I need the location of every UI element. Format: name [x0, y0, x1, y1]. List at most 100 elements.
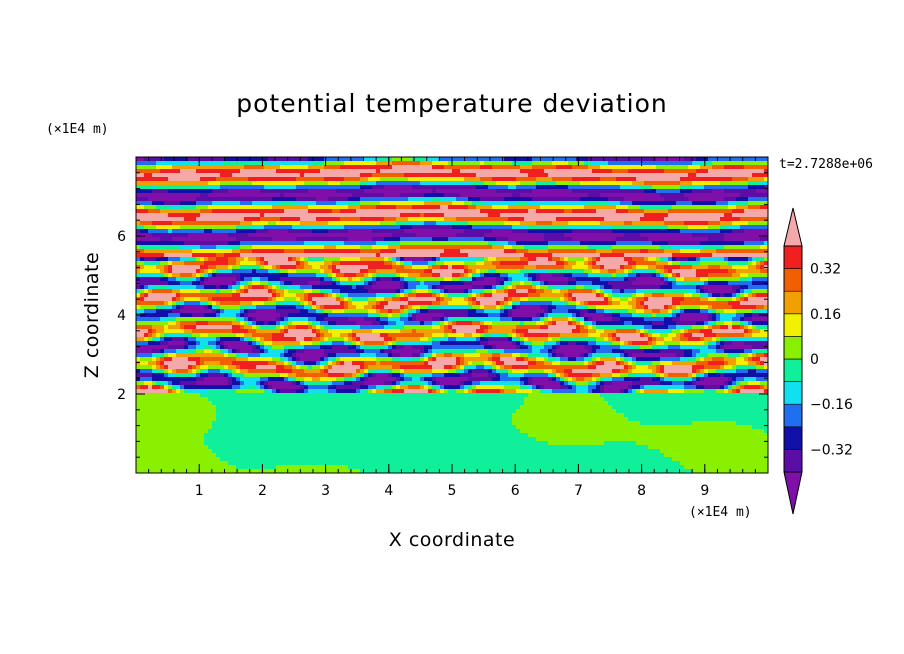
- contour-cell: [632, 181, 645, 186]
- contour-cell: [672, 245, 705, 250]
- contour-cell: [396, 273, 401, 278]
- colorbar-over-triangle: [783, 207, 803, 247]
- contour-cell: [360, 385, 369, 390]
- contour-cell: [336, 297, 341, 302]
- contour-cell: [276, 365, 285, 370]
- contour-cell: [472, 181, 485, 186]
- contour-cell: [156, 357, 161, 362]
- contour-cell: [744, 229, 768, 234]
- y-tick-label: 4: [117, 308, 126, 324]
- contour-cell: [236, 285, 241, 290]
- contour-cell: [632, 305, 637, 310]
- contour-cell: [156, 205, 173, 210]
- contour-cell: [452, 297, 465, 302]
- contour-cell: [376, 357, 393, 362]
- contour-cell: [528, 357, 537, 362]
- contour-cell: [508, 185, 517, 190]
- contour-cell: [612, 225, 669, 230]
- contour-cell: [652, 341, 657, 346]
- contour-cell: [408, 373, 425, 378]
- y-unit-label: (×1E4 m): [46, 122, 109, 137]
- contour-cell: [468, 293, 473, 298]
- contour-cell: [404, 369, 433, 374]
- contour-cell: [560, 333, 589, 338]
- contour-cell: [340, 301, 345, 306]
- contour-cell: [304, 257, 309, 262]
- contour-cell: [748, 289, 753, 294]
- contour-cell: [148, 361, 157, 366]
- contour-cell: [216, 313, 221, 318]
- contour-cell: [304, 261, 309, 266]
- contour-cell: [216, 257, 229, 262]
- contour-cell: [420, 353, 425, 358]
- contour-cell: [488, 357, 493, 362]
- contour-cell: [200, 365, 209, 370]
- contour-cell: [424, 213, 445, 218]
- contour-cell: [548, 441, 605, 446]
- contour-cell: [396, 381, 401, 386]
- contour-cell: [368, 309, 377, 314]
- contour-cell: [504, 309, 509, 314]
- contour-cell: [292, 365, 297, 370]
- contour-cell: [240, 169, 277, 174]
- contour-cell: [660, 309, 669, 314]
- contour-cell: [536, 185, 569, 190]
- contour-cell: [256, 305, 277, 310]
- contour-cell: [496, 301, 501, 306]
- contour-cell: [592, 289, 597, 294]
- contour-cell: [516, 409, 617, 414]
- contour-cell: [672, 301, 681, 306]
- contour-cell: [504, 301, 509, 306]
- contour-cell: [284, 209, 309, 214]
- contour-cell: [496, 365, 501, 370]
- contour-cell: [624, 361, 629, 366]
- contour-cell: [396, 345, 405, 350]
- contour-cell: [752, 321, 768, 326]
- contour-cell: [592, 349, 597, 354]
- contour-cell: [476, 297, 505, 302]
- contour-cell: [252, 249, 285, 254]
- contour-cell: [252, 285, 265, 290]
- contour-cell: [312, 305, 317, 310]
- contour-cell: [700, 357, 705, 362]
- contour-cell: [368, 265, 393, 270]
- contour-cell: [444, 325, 449, 330]
- contour-cell: [524, 273, 529, 278]
- contour-cell: [272, 285, 277, 290]
- contour-cell: [628, 365, 633, 370]
- contour-cell: [656, 189, 681, 194]
- contour-cell: [272, 197, 297, 202]
- contour-cell: [340, 181, 361, 186]
- contour-cell: [472, 273, 477, 278]
- contour-cell: [312, 329, 317, 334]
- contour-cell: [152, 365, 157, 370]
- contour-cell: [344, 381, 353, 386]
- contour-cell: [172, 385, 177, 390]
- contour-cell: [312, 161, 325, 166]
- contour-cell: [600, 269, 609, 274]
- contour-cell: [636, 329, 641, 334]
- contour-cell: [448, 337, 457, 342]
- contour-cell: [528, 173, 549, 178]
- contour-cell: [412, 317, 417, 322]
- contour-cell: [144, 293, 149, 298]
- contour-cell: [520, 385, 529, 390]
- contour-cell: [408, 297, 437, 302]
- contour-cell: [448, 205, 469, 210]
- contour-cell: [144, 265, 157, 270]
- contour-cell: [600, 393, 768, 398]
- contour-cell: [588, 317, 593, 322]
- contour-cell: [244, 309, 249, 314]
- contour-cell: [600, 257, 625, 262]
- contour-cell: [200, 245, 217, 250]
- contour-cell: [136, 461, 229, 466]
- contour-cell: [240, 261, 257, 266]
- contour-cell: [540, 305, 549, 310]
- contour-cell: [528, 393, 601, 398]
- contour-cell: [720, 221, 733, 226]
- contour-cell: [596, 293, 601, 298]
- contour-cell: [284, 345, 297, 350]
- contour-cell: [664, 249, 681, 254]
- contour-cell: [604, 337, 609, 342]
- contour-cell: [328, 385, 337, 390]
